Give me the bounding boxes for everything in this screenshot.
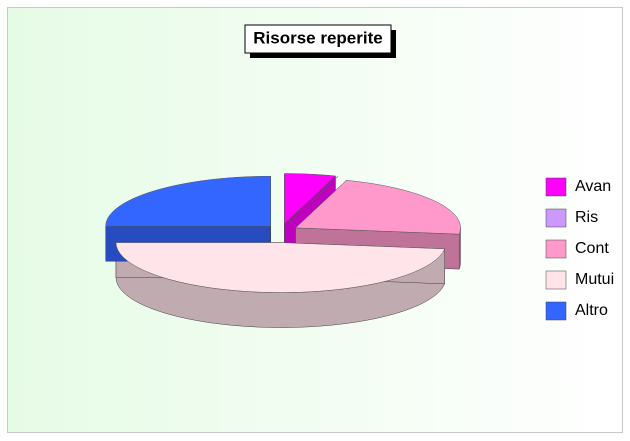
slice xyxy=(105,175,271,227)
legend-label: Ris xyxy=(575,209,598,226)
legend-swatch xyxy=(545,270,567,290)
legend-swatch xyxy=(545,208,567,228)
legend-swatch xyxy=(545,177,567,197)
slice xyxy=(286,176,339,225)
legend-label: Cont xyxy=(575,240,609,257)
legend-swatch xyxy=(545,239,567,259)
legend-swatch xyxy=(545,301,567,321)
legend-label: Avan xyxy=(575,178,611,195)
legend-label: Mutui xyxy=(575,271,614,288)
slice xyxy=(284,173,337,225)
title-box xyxy=(244,24,392,54)
slice xyxy=(115,242,446,293)
legend-label: Altro xyxy=(575,302,608,319)
chart-title: Risorse reperite xyxy=(253,28,382,47)
slice xyxy=(294,180,461,235)
